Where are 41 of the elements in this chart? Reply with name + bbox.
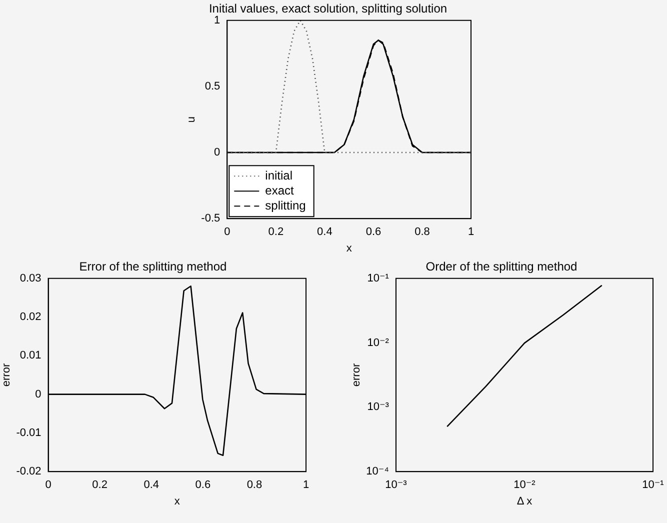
x-tick-label: 0: [45, 479, 52, 492]
chart-title: Error of the splitting method: [79, 260, 227, 274]
x-tick-label: 0.8: [414, 226, 430, 238]
y-axis-title: error: [350, 363, 363, 387]
y-tick-label: -0.01: [16, 426, 42, 439]
chart-title: Order of the splitting method: [426, 260, 578, 274]
y-tick-label: 10⁻²: [367, 336, 390, 349]
y-tick-label: 0.02: [20, 311, 42, 324]
x-axis-title: x: [346, 242, 352, 254]
legend-label: exact: [265, 183, 294, 198]
y-tick-label: 10⁻⁴: [366, 466, 390, 478]
x-tick-label: 10⁻³: [385, 479, 408, 492]
x-tick-label: 10⁻²: [514, 479, 536, 492]
y-tick-label: -0.5: [201, 212, 220, 225]
x-tick-label: 0.4: [144, 479, 160, 492]
x-tick-label: 0.4: [317, 226, 332, 238]
y-tick-label: 0: [214, 146, 220, 159]
legend-label: splitting: [265, 198, 306, 212]
x-axis-title: x: [174, 495, 180, 508]
legend-label: initial: [265, 168, 293, 182]
y-tick-label: 10⁻³: [367, 401, 390, 414]
y-tick-label: 0: [35, 388, 42, 400]
x-tick-label: 0.2: [92, 479, 108, 492]
x-tick-label: 0.6: [366, 226, 382, 238]
x-tick-label: 0.2: [268, 226, 284, 238]
x-axis-title: Δ x: [516, 495, 533, 508]
x-tick-label: 0.6: [195, 479, 211, 492]
x-tick-label: 1: [468, 226, 474, 238]
y-tick-label: 1: [214, 14, 220, 26]
y-tick-label: 0.01: [20, 350, 42, 362]
x-tick-label: 1: [302, 479, 310, 492]
y-axis-title: error: [0, 363, 13, 387]
y-tick-label: -0.02: [16, 466, 42, 478]
x-tick-label: 0.8: [246, 479, 262, 492]
x-tick-label: 0: [224, 226, 230, 238]
y-axis-title: u: [186, 116, 198, 123]
y-tick-label: 10⁻¹: [367, 272, 390, 284]
chart-title: Initial values, exact solution, splitting solution: [208, 2, 448, 16]
x-tick-label: 10⁻¹: [642, 479, 664, 492]
y-tick-label: 0.5: [204, 80, 220, 92]
y-tick-label: 0.03: [20, 272, 42, 284]
